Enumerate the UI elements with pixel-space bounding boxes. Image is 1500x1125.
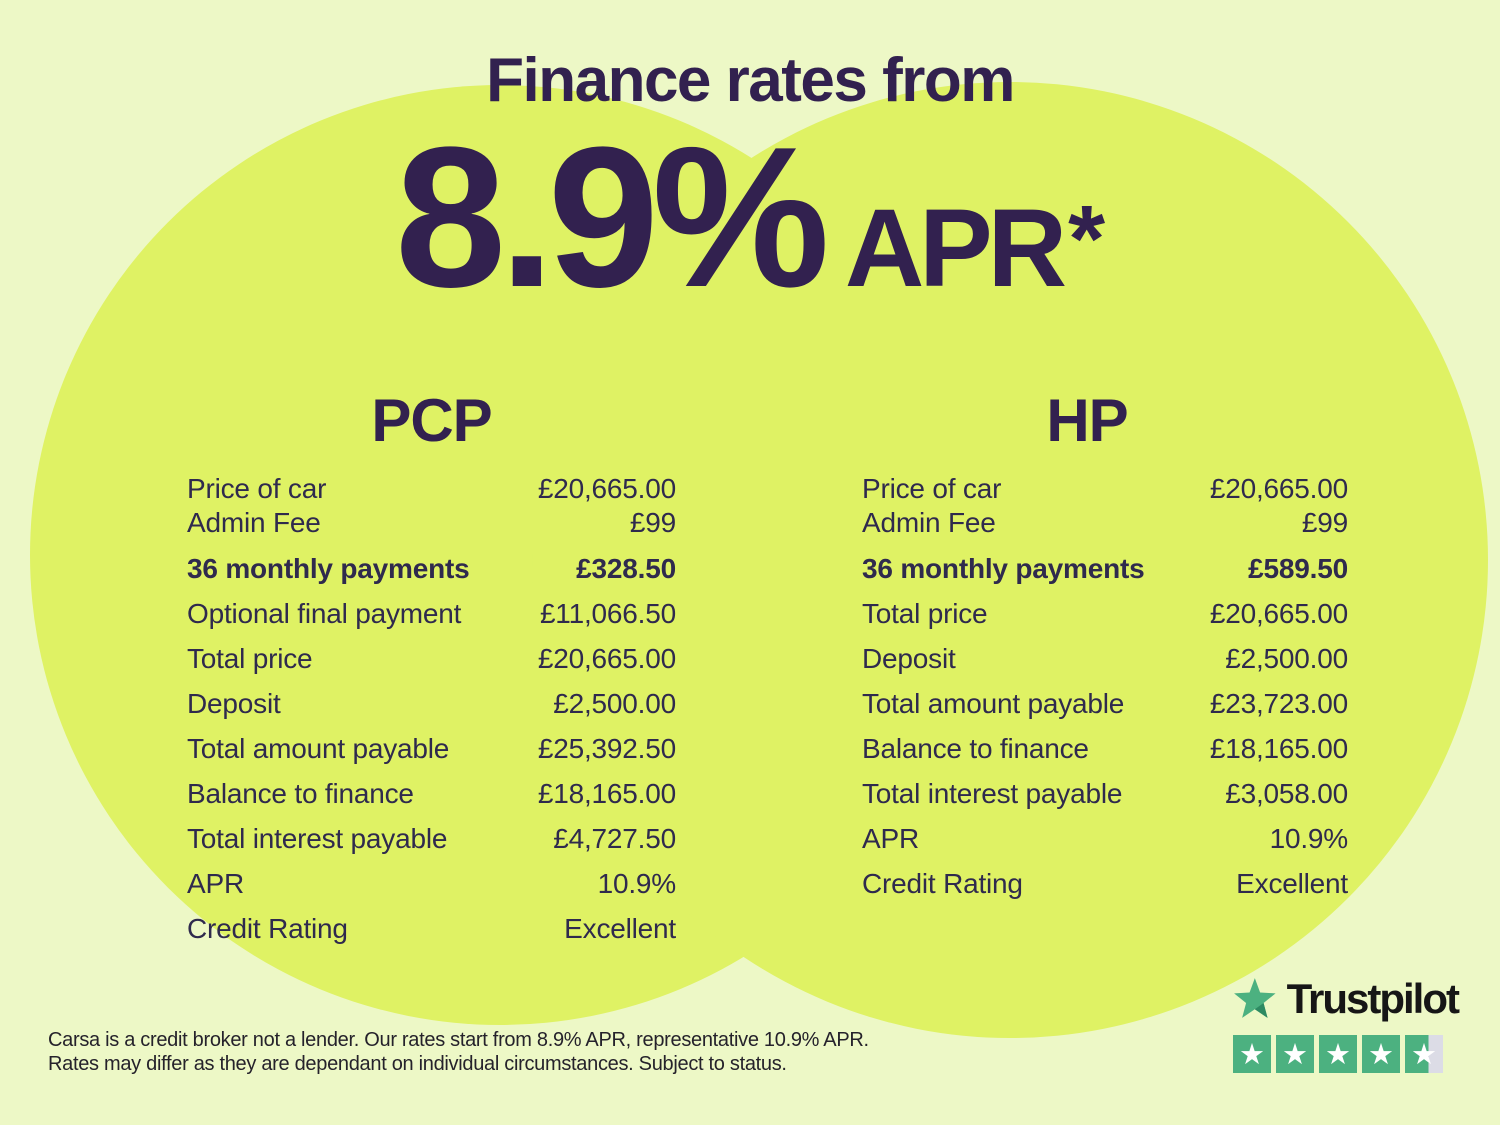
table-row: Balance to finance £18,165.00 (187, 771, 676, 816)
table-row: APR 10.9% (862, 816, 1348, 861)
table-row: Total interest payable £3,058.00 (862, 771, 1348, 816)
disclaimer-text: Carsa is a credit broker not a lender. O… (48, 1028, 869, 1076)
hp-table: Price of car £20,665.00 Admin Fee £99 36 m… (862, 472, 1348, 906)
trustpilot-star-icon (1234, 978, 1276, 1018)
row-value: £2,500.00 (1225, 642, 1348, 674)
row-label: Price of car (187, 473, 327, 504)
table-row: Price of car £20,665.00 (862, 472, 1348, 506)
row-value: £18,165.00 (1209, 732, 1348, 764)
row-label: Balance to finance (862, 732, 1089, 764)
pcp-table: Price of car £20,665.00 Admin Fee £99 36 m… (187, 472, 676, 951)
row-value: £20,665.00 (537, 473, 676, 504)
page-title: Finance rates from (486, 46, 1015, 115)
disclaimer-line-2: Rates may differ as they are dependant o… (48, 1053, 787, 1075)
row-value: £11,066.50 (539, 597, 676, 629)
row-label: Total interest payable (862, 777, 1123, 809)
row-value: £20,665.00 (1209, 473, 1348, 504)
row-value: £25,392.50 (537, 732, 676, 764)
table-row: Price of car £20,665.00 (187, 472, 676, 506)
row-label: Total price (187, 642, 313, 674)
row-label: Total price (862, 597, 988, 629)
rating-star-icon: ★ (1319, 1035, 1357, 1073)
hp-heading: HP (1046, 387, 1128, 454)
row-value: £328.50 (576, 552, 676, 584)
table-row: Total amount payable £25,392.50 (187, 726, 676, 771)
row-value: £20,665.00 (1209, 597, 1348, 629)
headline-rate: 8.9% APR * (0, 118, 1500, 318)
rating-star-icon: ★ (1233, 1035, 1271, 1073)
table-row: Deposit £2,500.00 (862, 636, 1348, 681)
row-label: Credit Rating (187, 912, 348, 944)
row-label: Total amount payable (187, 732, 450, 764)
rating-star-icon: ★ (1362, 1035, 1400, 1073)
row-value: £20,665.00 (537, 642, 676, 674)
row-value: £18,165.00 (537, 777, 676, 809)
row-label: Admin Fee (862, 507, 996, 538)
row-value: £3,058.00 (1225, 777, 1348, 809)
row-value: 10.9% (1269, 822, 1349, 854)
row-label: Deposit (187, 687, 281, 719)
trustpilot-badge[interactable]: Trustpilot ★ ★ ★ ★ ★ (1233, 975, 1460, 1073)
table-row: Credit Rating Excellent (862, 861, 1348, 906)
hp-column: HP Price of car £20,665.00 Admin Fee £99 3… (862, 391, 1348, 906)
row-label: Total amount payable (862, 687, 1125, 719)
row-label: Balance to finance (187, 777, 414, 809)
row-value: £589.50 (1248, 552, 1348, 584)
row-value: £99 (1301, 507, 1348, 538)
row-label: Optional final payment (187, 597, 462, 629)
row-label: Credit Rating (862, 867, 1023, 899)
row-label: 36 monthly payments (187, 552, 470, 584)
rating-star-icon: ★ (1276, 1035, 1314, 1073)
trustpilot-logo: Trustpilot (1233, 975, 1460, 1023)
disclaimer-line-1: Carsa is a credit broker not a lender. O… (48, 1029, 869, 1051)
table-row: Total price £20,665.00 (187, 636, 676, 681)
row-label: Admin Fee (187, 507, 321, 538)
row-label: Price of car (862, 473, 1002, 504)
row-value: Excellent (564, 912, 676, 944)
trustpilot-rating-stars: ★ ★ ★ ★ ★ (1233, 1035, 1458, 1073)
row-value: £23,723.00 (1209, 687, 1348, 719)
rate-unit: APR (844, 187, 1067, 310)
table-row: APR 10.9% (187, 861, 676, 906)
table-row: Admin Fee £99 (862, 506, 1348, 540)
row-label: 36 monthly payments (862, 552, 1145, 584)
pcp-column: PCP Price of car £20,665.00 Admin Fee £99 … (187, 391, 676, 951)
table-row: Deposit £2,500.00 (187, 681, 676, 726)
row-value: £4,727.50 (553, 822, 676, 854)
table-row: 36 monthly payments £328.50 (187, 546, 676, 591)
row-label: Total interest payable (187, 822, 448, 854)
rate-value: 8.9% (394, 106, 830, 329)
table-row: Total interest payable £4,727.50 (187, 816, 676, 861)
table-row: 36 monthly payments £589.50 (862, 546, 1348, 591)
table-row: Total amount payable £23,723.00 (862, 681, 1348, 726)
table-row: Balance to finance £18,165.00 (862, 726, 1348, 771)
table-row: Credit Rating Excellent (187, 906, 676, 951)
trustpilot-wordmark: Trustpilot (1286, 975, 1460, 1022)
row-label: APR (862, 822, 919, 854)
rating-star-partial-icon: ★ (1405, 1035, 1443, 1073)
row-value: Excellent (1236, 867, 1348, 899)
pcp-heading: PCP (371, 387, 492, 454)
table-row: Admin Fee £99 (187, 506, 676, 540)
background-circle-right (532, 82, 1488, 1038)
footnote-asterisk: * (1068, 186, 1106, 292)
table-row: Total price £20,665.00 (862, 591, 1348, 636)
row-value: £99 (629, 507, 676, 538)
table-row: Optional final payment £11,066.50 (187, 591, 676, 636)
row-label: APR (187, 867, 244, 899)
row-label: Deposit (862, 642, 956, 674)
row-value: £2,500.00 (553, 687, 676, 719)
row-value: 10.9% (597, 867, 677, 899)
